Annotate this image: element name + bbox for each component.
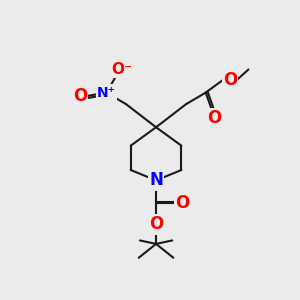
Text: N: N	[149, 171, 163, 189]
Text: O: O	[149, 215, 163, 233]
Text: O: O	[223, 71, 237, 89]
Text: N⁺: N⁺	[97, 85, 116, 100]
Text: O: O	[73, 87, 87, 105]
Text: O: O	[176, 194, 190, 212]
Text: O: O	[207, 109, 221, 127]
Text: O⁻: O⁻	[111, 62, 132, 77]
